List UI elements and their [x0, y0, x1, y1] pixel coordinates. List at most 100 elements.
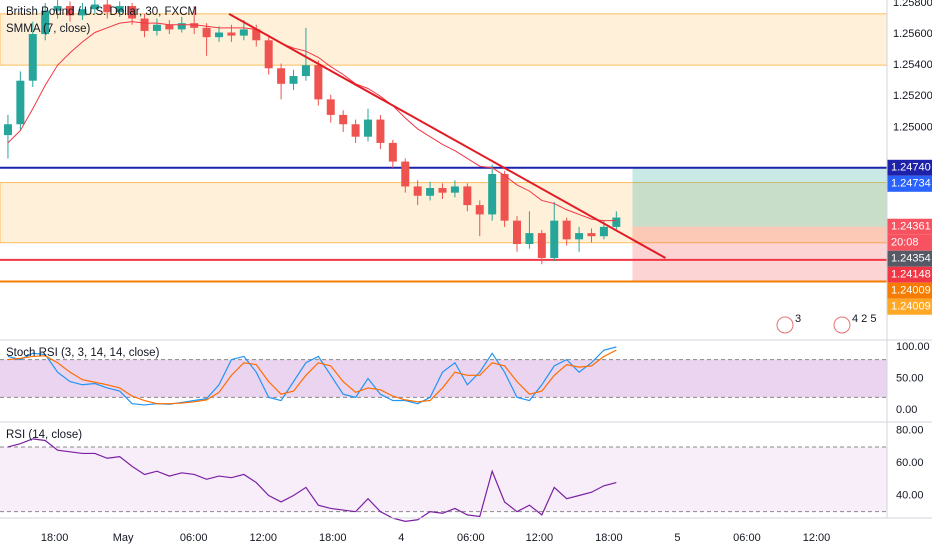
price-badge-label: 1.24740	[891, 162, 931, 174]
candle-body	[364, 119, 373, 137]
trendline	[228, 12, 666, 259]
event-label: 3	[795, 313, 801, 325]
candle-body	[277, 68, 286, 84]
price-badge-label: 1.24148	[891, 269, 931, 281]
candle-body	[115, 6, 124, 13]
price-badge-label: 1.24009	[891, 285, 931, 297]
y-tick-label: 1.25800	[893, 0, 932, 9]
pane-title: RSI (14, close)	[6, 429, 82, 441]
y-tick-label: 60.00	[896, 457, 924, 469]
candle-body	[612, 217, 621, 227]
candle-body	[599, 226, 608, 237]
candle-body	[3, 124, 12, 136]
candle-body	[351, 124, 360, 137]
band	[0, 446, 887, 512]
candle-body	[41, 10, 50, 35]
candle-body	[450, 186, 459, 193]
price-badge-label: 20:08	[891, 237, 919, 249]
candle-body	[90, 4, 99, 10]
candle-body	[264, 40, 273, 69]
candle-body	[289, 76, 298, 84]
x-tick-label: 18:00	[319, 532, 347, 544]
candle-body	[239, 29, 248, 36]
candle-body	[140, 18, 149, 31]
y-tick-label: 0.00	[896, 404, 917, 416]
candle-body	[66, 6, 75, 16]
candle-body	[177, 23, 186, 30]
price-badge	[887, 159, 932, 176]
candle-body	[376, 119, 385, 143]
price-badge	[887, 250, 932, 267]
x-tick-label: May	[113, 532, 134, 544]
candle-body	[16, 80, 25, 125]
pane-title: Stoch RSI (3, 3, 14, 14, close)	[6, 347, 160, 359]
candle-body	[190, 23, 199, 28]
event-label: 4 2 5	[852, 313, 876, 325]
y-tick-label: 40.00	[896, 489, 924, 501]
x-tick-label: 5	[674, 532, 680, 544]
y-tick-label: 1.25400	[893, 59, 932, 71]
x-tick-label: 12:00	[526, 532, 554, 544]
price-badge	[887, 175, 932, 192]
indicator-label: SMMA (7, close)	[6, 23, 91, 35]
candle-body	[500, 174, 509, 221]
candle-body	[202, 27, 211, 38]
price-badge	[887, 282, 932, 299]
x-tick-label: 4	[398, 532, 404, 544]
y-tick-label: 100.00	[896, 341, 930, 353]
candle-body	[513, 220, 522, 244]
target-zone	[632, 167, 887, 227]
candle-body	[463, 186, 472, 206]
price-badge-label: 1.24009	[891, 301, 931, 313]
candle-body	[388, 142, 397, 162]
price-badge	[887, 266, 932, 283]
x-tick-label: 12:00	[249, 532, 277, 544]
candle-body	[413, 186, 422, 196]
candle-body	[339, 114, 348, 125]
y-tick-label: 1.25600	[893, 28, 932, 40]
x-tick-label: 06:00	[733, 532, 761, 544]
candle-body	[103, 4, 112, 13]
x-tick-label: 06:00	[457, 532, 485, 544]
candle-body	[215, 32, 224, 38]
candle-body	[28, 34, 37, 81]
y-tick-label: 50.00	[896, 372, 924, 384]
indicator-line	[7, 438, 617, 522]
candle-body	[301, 65, 310, 77]
price-badge-label: 1.24354	[891, 253, 931, 265]
candle-body	[53, 6, 62, 11]
y-tick-label: 80.00	[896, 425, 924, 437]
candle-body	[537, 233, 546, 258]
event-icon	[776, 316, 794, 334]
candle-body	[575, 233, 584, 240]
candle-body	[78, 9, 87, 16]
price-badge-label: 1.24734	[891, 178, 931, 190]
smma-line	[7, 21, 617, 222]
x-tick-label: 06:00	[180, 532, 208, 544]
x-tick-label: 18:00	[41, 532, 69, 544]
candle-body	[562, 220, 571, 240]
chart-title: British Pound / U.S. Dollar, 30, FXCM	[6, 6, 197, 18]
band	[0, 359, 887, 398]
candle-body	[438, 188, 447, 193]
price-badge	[887, 218, 932, 235]
candle-body	[326, 99, 335, 115]
candle-body	[550, 220, 559, 258]
candle-body	[475, 205, 484, 215]
candle-body	[401, 161, 410, 187]
price-badge	[887, 298, 932, 315]
price-badge-label: 1.24361	[891, 221, 931, 233]
x-tick-label: 18:00	[595, 532, 623, 544]
x-tick-label: 12:00	[803, 532, 831, 544]
indicator-line	[7, 346, 617, 406]
price-badge	[887, 234, 932, 251]
candle-body	[227, 32, 236, 36]
candle-body	[128, 6, 137, 19]
candle-body	[152, 24, 161, 31]
candle-body	[587, 233, 596, 237]
stop-zone	[632, 226, 887, 282]
candle-body	[426, 188, 435, 196]
